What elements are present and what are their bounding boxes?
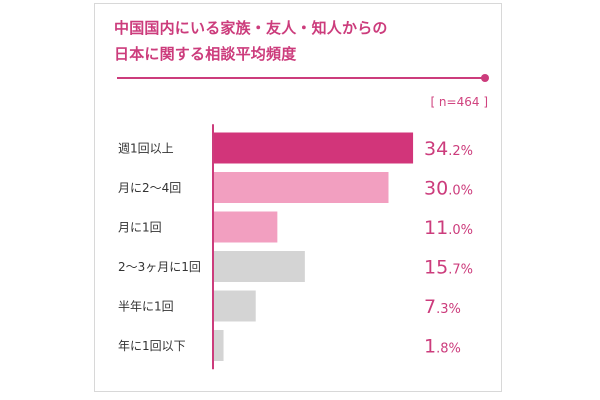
value-label: 1.8% xyxy=(424,336,461,358)
value-label: 30.0% xyxy=(424,178,473,200)
bar-5 xyxy=(213,290,256,322)
chart-title-line-2: 日本に関する相談平均頻度 xyxy=(114,45,297,63)
category-label: 年に1回以下 xyxy=(118,339,186,353)
category-label: 2〜3ヶ月に1回 xyxy=(118,260,201,274)
bar-4 xyxy=(213,251,305,282)
category-label: 半年に1回 xyxy=(118,300,174,314)
value-label: 7.3% xyxy=(424,296,461,318)
category-label: 週1回以上 xyxy=(118,142,174,156)
value-label: 15.7% xyxy=(424,257,473,279)
title-underline-dot xyxy=(481,74,489,82)
bar-6 xyxy=(213,330,224,361)
bar-2 xyxy=(213,172,389,203)
title-underline xyxy=(117,77,484,79)
category-label: 月に1回 xyxy=(118,221,162,235)
sample-size-note: [ n=464 ] xyxy=(430,95,488,109)
value-label: 34.2% xyxy=(424,138,473,160)
bar-1 xyxy=(213,132,414,164)
chart-title-line-1: 中国国内にいる家族・友人・知人からの xyxy=(114,19,388,37)
value-label: 11.0% xyxy=(424,217,473,239)
bar-3 xyxy=(213,211,278,243)
category-label: 月に2〜4回 xyxy=(118,181,181,195)
